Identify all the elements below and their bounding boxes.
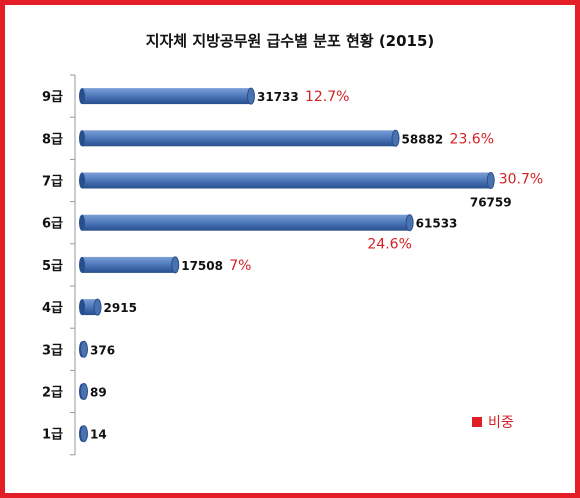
bar-cap-right (486, 172, 495, 189)
legend-swatch (472, 417, 482, 427)
bar-cap-left (79, 88, 85, 105)
value-label: 2915 (104, 301, 137, 315)
value-label: 17508 (181, 259, 223, 273)
bar-cap-right (171, 256, 180, 274)
y-axis-labels: 9급 8급 7급 6급 5급 4급 3급 2급 1급 (42, 90, 63, 443)
bar (82, 256, 176, 273)
y-axis-label: 1급 (42, 428, 63, 443)
share-label: 12.7% (305, 89, 349, 105)
bar (82, 299, 98, 316)
bar-cap-right (80, 425, 88, 443)
bar-cap-right (405, 214, 414, 232)
bar-cap-left (79, 214, 85, 231)
bar (82, 214, 410, 231)
value-labels: 31733 58882 76759 61533 17508 2915 376 89 14 (90, 90, 512, 442)
share-label: 7% (229, 258, 251, 274)
legend-label: 비중 (488, 415, 514, 431)
bar-cap-left (79, 172, 85, 189)
y-axis-label: 6급 (42, 217, 63, 232)
value-label: 76759 (470, 196, 512, 210)
bar-cap-left (79, 130, 85, 147)
bar-cap-right (391, 129, 400, 147)
y-axis-label: 5급 (42, 259, 63, 274)
share-labels: 12.7% 23.6% 30.7% 24.6% 7% (229, 89, 543, 274)
share-label: 30.7% (499, 172, 543, 188)
value-label: 31733 (257, 90, 299, 104)
share-label: 23.6% (450, 131, 494, 147)
y-axis-ticks (70, 74, 75, 456)
bar (82, 172, 491, 189)
y-axis-label: 3급 (42, 343, 63, 358)
bar (82, 88, 251, 105)
share-label: 24.6% (367, 237, 411, 253)
bar-cap-right (246, 87, 255, 105)
y-axis-label: 8급 (42, 132, 63, 147)
bars (79, 87, 495, 443)
y-axis-label: 4급 (42, 301, 63, 316)
value-label: 376 (90, 343, 115, 357)
bar (82, 130, 396, 147)
y-axis-label: 9급 (42, 90, 63, 105)
legend: 비중 (472, 412, 514, 432)
bar-cap-left (79, 299, 85, 316)
value-label: 58882 (402, 132, 444, 146)
y-axis-label: 7급 (42, 175, 63, 190)
bar-cap-right (93, 298, 102, 316)
value-label: 14 (90, 428, 107, 442)
chart-title: 지자체 지방공무원 급수별 분포 현황 (2015) (145, 32, 435, 50)
value-label: 61533 (416, 217, 458, 231)
bar-cap-right (80, 383, 88, 400)
value-label: 89 (90, 386, 107, 400)
bar-cap-left (79, 256, 85, 273)
y-axis-label: 2급 (42, 386, 63, 401)
bar-cap-right (80, 340, 89, 358)
